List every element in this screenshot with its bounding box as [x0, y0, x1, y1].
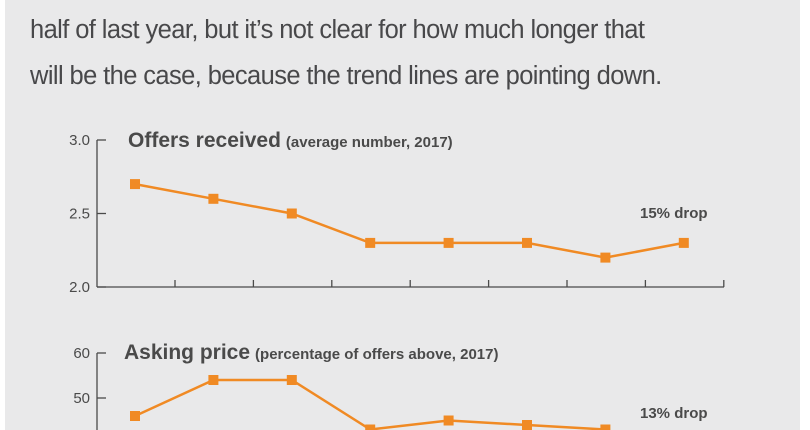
data-point — [600, 424, 611, 430]
y-tick-label: 60 — [73, 345, 90, 362]
y-tick-label: 50 — [73, 390, 90, 407]
paragraph-line-1: half of last year, but it’s not clear fo… — [30, 16, 645, 44]
data-point — [286, 208, 297, 219]
data-point — [365, 424, 376, 430]
data-point — [130, 411, 140, 421]
data-point — [522, 420, 532, 430]
data-point — [678, 237, 689, 248]
data-point — [443, 415, 454, 426]
chart-title: Offers received (average number, 2017) — [128, 129, 453, 152]
data-point — [522, 237, 532, 248]
drop-annotation: 15% drop — [640, 205, 708, 222]
asking-price-chart: Asking price (percentage of offers above,… — [73, 341, 708, 430]
background-panel — [5, 0, 800, 430]
data-point — [600, 252, 611, 263]
data-point — [208, 193, 219, 204]
data-point — [130, 179, 140, 190]
y-tick-label: 2.5 — [69, 206, 90, 223]
data-point — [286, 375, 297, 385]
offers-received-chart: Offers received (average number, 2017) 15… — [69, 129, 725, 296]
chart-title: Asking price (percentage of offers above,… — [124, 341, 498, 364]
paragraph-line-2: will be the case, because the trend line… — [30, 62, 662, 90]
data-point — [365, 237, 376, 248]
series-line — [134, 182, 685, 259]
y-tick-label: 3.0 — [69, 132, 90, 149]
drop-annotation: 13% drop — [640, 405, 708, 422]
series-line — [134, 378, 606, 430]
data-point — [443, 237, 454, 248]
y-tick-label: 2.0 — [69, 279, 90, 296]
data-point — [208, 375, 219, 385]
